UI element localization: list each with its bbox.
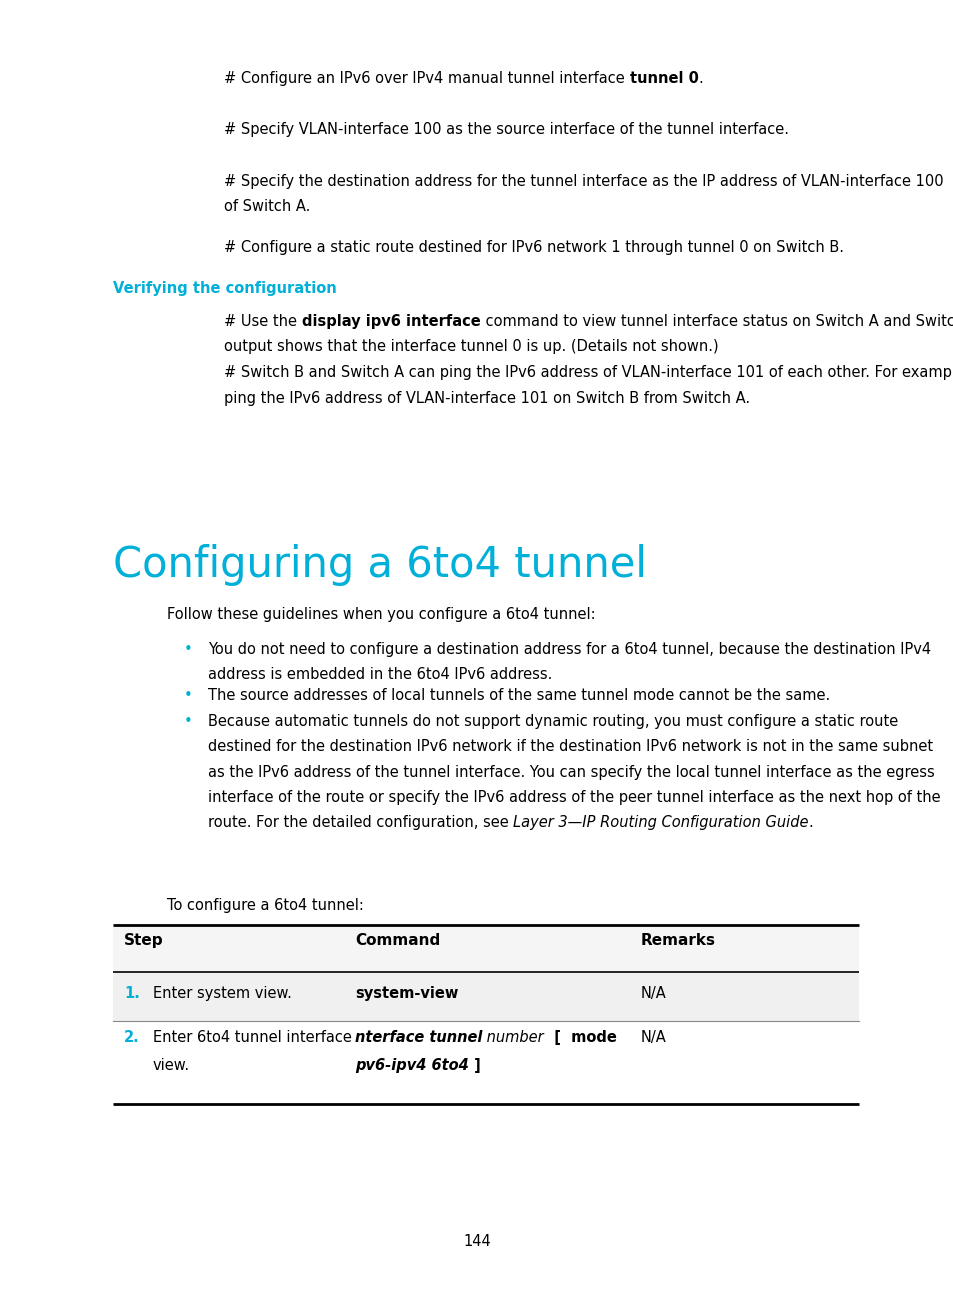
Text: Because automatic tunnels do not support dynamic routing, you must configure a s: Because automatic tunnels do not support… (208, 714, 898, 730)
Text: [  mode: [ mode (543, 1030, 617, 1046)
Text: The source addresses of local tunnels of the same tunnel mode cannot be the same: The source addresses of local tunnels of… (208, 688, 829, 704)
Text: route. For the detailed configuration, see: route. For the detailed configuration, s… (208, 815, 513, 831)
Text: Step: Step (124, 933, 164, 949)
Text: N/A: N/A (640, 1030, 666, 1046)
Text: # Specify VLAN-interface 100 as the source interface of the tunnel interface.: # Specify VLAN-interface 100 as the sour… (224, 122, 788, 137)
Text: .: . (698, 71, 702, 87)
Text: Verifying the configuration: Verifying the configuration (112, 281, 336, 297)
Text: 144: 144 (462, 1234, 491, 1249)
Text: as the IPv6 address of the tunnel interface. You can specify the local tunnel in: as the IPv6 address of the tunnel interf… (208, 765, 934, 780)
Text: Remarks: Remarks (640, 933, 716, 949)
Text: system-view: system-view (355, 986, 457, 1002)
Text: interface of the route or specify the IPv6 address of the peer tunnel interface : interface of the route or specify the IP… (208, 789, 940, 805)
Text: ping the IPv6 address of VLAN-interface 101 on Switch B from Switch A.: ping the IPv6 address of VLAN-interface … (224, 391, 749, 406)
Text: output shows that the interface tunnel 0 is up. (Details not shown.): output shows that the interface tunnel 0… (224, 340, 718, 354)
Text: Command: Command (355, 933, 439, 949)
Text: 1.: 1. (124, 986, 140, 1002)
Text: nterface tunnel: nterface tunnel (355, 1030, 482, 1046)
Text: •: • (184, 642, 193, 657)
Text: number: number (482, 1030, 543, 1046)
Text: display ipv6 interface: display ipv6 interface (301, 314, 480, 329)
Text: You do not need to configure a destination address for a 6to4 tunnel, because th: You do not need to configure a destinati… (208, 642, 930, 657)
Text: destined for the destination IPv6 network if the destination IPv6 network is not: destined for the destination IPv6 networ… (208, 739, 932, 754)
Text: tunnel 0: tunnel 0 (629, 71, 698, 87)
Text: Enter system view.: Enter system view. (152, 986, 292, 1002)
Text: # Specify the destination address for the tunnel interface as the IP address of : # Specify the destination address for th… (224, 174, 943, 189)
Text: # Use the: # Use the (224, 314, 301, 329)
Text: Configuring a 6to4 tunnel: Configuring a 6to4 tunnel (112, 544, 646, 586)
Text: # Configure an IPv6 over IPv4 manual tunnel interface: # Configure an IPv6 over IPv4 manual tun… (224, 71, 629, 87)
Text: Follow these guidelines when you configure a 6to4 tunnel:: Follow these guidelines when you configu… (167, 607, 595, 622)
Text: Enter 6to4 tunnel interface: Enter 6to4 tunnel interface (152, 1030, 351, 1046)
Text: •: • (184, 714, 193, 730)
Bar (112, 1021, 858, 1104)
Text: view.: view. (152, 1058, 190, 1073)
Text: # Configure a static route destined for IPv6 network 1 through tunnel 0 on Switc: # Configure a static route destined for … (224, 240, 843, 255)
Text: ]: ] (468, 1058, 480, 1073)
Text: •: • (184, 688, 193, 704)
Text: 2.: 2. (124, 1030, 140, 1046)
Text: of Switch A.: of Switch A. (224, 198, 311, 214)
Text: address is embedded in the 6to4 IPv6 address.: address is embedded in the 6to4 IPv6 add… (208, 667, 552, 682)
Bar (112, 925, 858, 972)
Text: pv6-ipv4 6to4: pv6-ipv4 6to4 (355, 1058, 468, 1073)
Text: N/A: N/A (640, 986, 666, 1002)
Bar (112, 972, 858, 1021)
Text: .: . (808, 815, 813, 831)
Text: # Switch B and Switch A can ping the IPv6 address of VLAN-interface 101 of each : # Switch B and Switch A can ping the IPv… (224, 365, 953, 381)
Text: command to view tunnel interface status on Switch A and Switch B. The: command to view tunnel interface status … (480, 314, 953, 329)
Text: To configure a 6to4 tunnel:: To configure a 6to4 tunnel: (167, 898, 363, 914)
Text: Layer 3—IP Routing Configuration Guide: Layer 3—IP Routing Configuration Guide (513, 815, 808, 831)
